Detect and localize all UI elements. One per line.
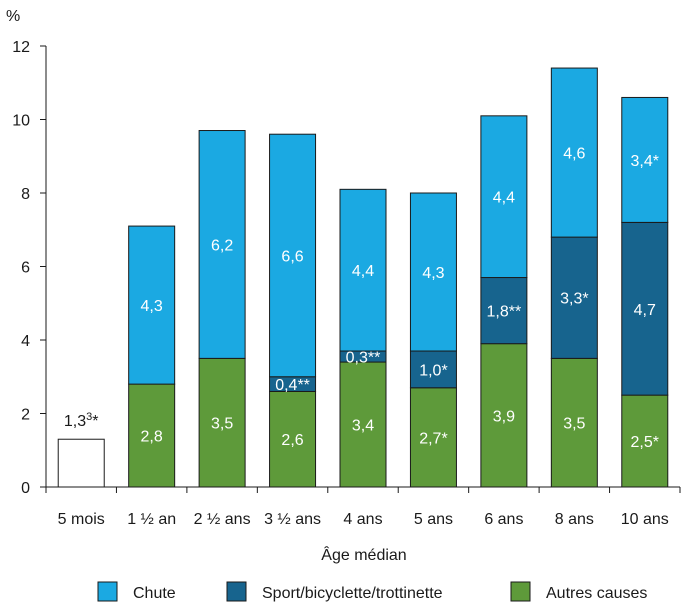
y-tick-label: 0 bbox=[21, 480, 30, 497]
bar-segment-label: 0,4** bbox=[275, 377, 310, 394]
bar-segment-label: 4,3 bbox=[422, 265, 444, 282]
x-tick-label: 6 ans bbox=[484, 511, 523, 528]
x-tick-label: 1 ½ an bbox=[127, 511, 176, 528]
bar-segment-label: 6,6 bbox=[281, 248, 303, 265]
legend: Chute Sport/bicyclette/trottinette Autres … bbox=[97, 581, 647, 602]
bar-segment-label: 4,4 bbox=[493, 190, 515, 207]
bar-segment-chute bbox=[269, 133, 317, 378]
bar-segment-chute bbox=[621, 96, 669, 223]
bar-segment-chute bbox=[128, 225, 176, 385]
bar-segment-label: 6,2 bbox=[211, 237, 233, 254]
x-tick-label: 10 ans bbox=[621, 511, 669, 528]
bar-segment-label: 4,3 bbox=[141, 298, 163, 315]
bar-segment-autres-causes bbox=[550, 357, 598, 488]
y-tick-label: 8 bbox=[21, 186, 30, 203]
bar-segment-label: 2,5* bbox=[631, 434, 659, 451]
bar-segment-autres-causes bbox=[198, 357, 246, 488]
bar-segment-sport-bicyclette-trottinette bbox=[621, 221, 669, 396]
bar-segment-label: 3,4 bbox=[352, 418, 374, 435]
bar-segment-autres-causes bbox=[621, 394, 669, 488]
x-tick-label: 3 ½ ans bbox=[264, 511, 321, 528]
x-tick-label: 8 ans bbox=[555, 511, 594, 528]
bar-segment-autres-causes bbox=[128, 383, 176, 488]
legend-swatch bbox=[510, 581, 531, 602]
legend-swatch bbox=[226, 581, 247, 602]
bar-segment-chute bbox=[339, 188, 387, 352]
bar-segment-sport-bicyclette-trottinette bbox=[409, 350, 457, 389]
legend-label: Autres causes bbox=[546, 585, 647, 602]
bar-unsplit bbox=[57, 438, 105, 488]
y-tick-label: 4 bbox=[21, 333, 30, 350]
bar-segment-label: 2,7* bbox=[419, 430, 447, 447]
legend-label: Sport/bicyclette/trottinette bbox=[262, 585, 443, 602]
x-tick-label: 5 mois bbox=[58, 511, 105, 528]
bar-segment-chute bbox=[198, 130, 246, 359]
bar-segment-sport-bicyclette-trottinette bbox=[550, 236, 598, 359]
bar-segment-label: 0,3** bbox=[346, 350, 381, 367]
x-tick-label: 4 ans bbox=[343, 511, 382, 528]
bar-segment-chute bbox=[480, 115, 528, 279]
axes: 0 2 4 6 8 10 12 5 mois 1 ½ an 2 ½ ans 3 ½ ans 4 ans… bbox=[12, 39, 681, 528]
bar-segment-label: 3,5 bbox=[211, 416, 233, 433]
legend-swatch bbox=[97, 581, 118, 602]
bar-segment-autres-causes bbox=[409, 387, 457, 488]
bar-segment-autres-causes bbox=[480, 343, 528, 488]
bars-group: 1,33* 2,8 4,3 3,5 6,2 2,6 0,4** 6,6 3,4 0,3** 4,4 2… bbox=[57, 67, 669, 488]
bar-segment-label: 2,6 bbox=[281, 432, 303, 449]
bar-segment-autres-causes bbox=[339, 361, 387, 488]
y-axis-unit-label: % bbox=[6, 8, 20, 25]
x-tick-label: 5 ans bbox=[414, 511, 453, 528]
bar-segment-sport-bicyclette-trottinette bbox=[480, 277, 528, 345]
bar-segment-label: 3,5 bbox=[563, 416, 585, 433]
bar-segment-label: 4,7 bbox=[634, 302, 656, 319]
bar-segment-label: 3,3* bbox=[560, 291, 588, 308]
bar-segment-chute bbox=[550, 67, 598, 238]
y-tick-label: 2 bbox=[21, 407, 30, 424]
bar-segment-label: 1,8** bbox=[487, 304, 522, 321]
x-tick-label: 2 ½ ans bbox=[194, 511, 251, 528]
y-tick-label: 12 bbox=[12, 39, 30, 56]
bar-segment-label: 4,6 bbox=[563, 146, 585, 163]
bar-unsplit-value-label: 1,33* bbox=[64, 411, 99, 430]
y-tick-label: 10 bbox=[12, 113, 30, 130]
y-tick-label: 6 bbox=[21, 260, 30, 277]
x-axis-title: Âge médian bbox=[321, 545, 406, 564]
bar-segment-label: 1,0* bbox=[419, 362, 447, 379]
bar-segment-label: 4,4 bbox=[352, 263, 374, 280]
bar-segment-label: 3,4* bbox=[631, 153, 659, 170]
bar-segment-label: 2,8 bbox=[141, 429, 163, 446]
bar-segment-chute bbox=[409, 192, 457, 352]
legend-label: Chute bbox=[133, 585, 176, 602]
bar-segment-label: 3,9 bbox=[493, 408, 515, 425]
